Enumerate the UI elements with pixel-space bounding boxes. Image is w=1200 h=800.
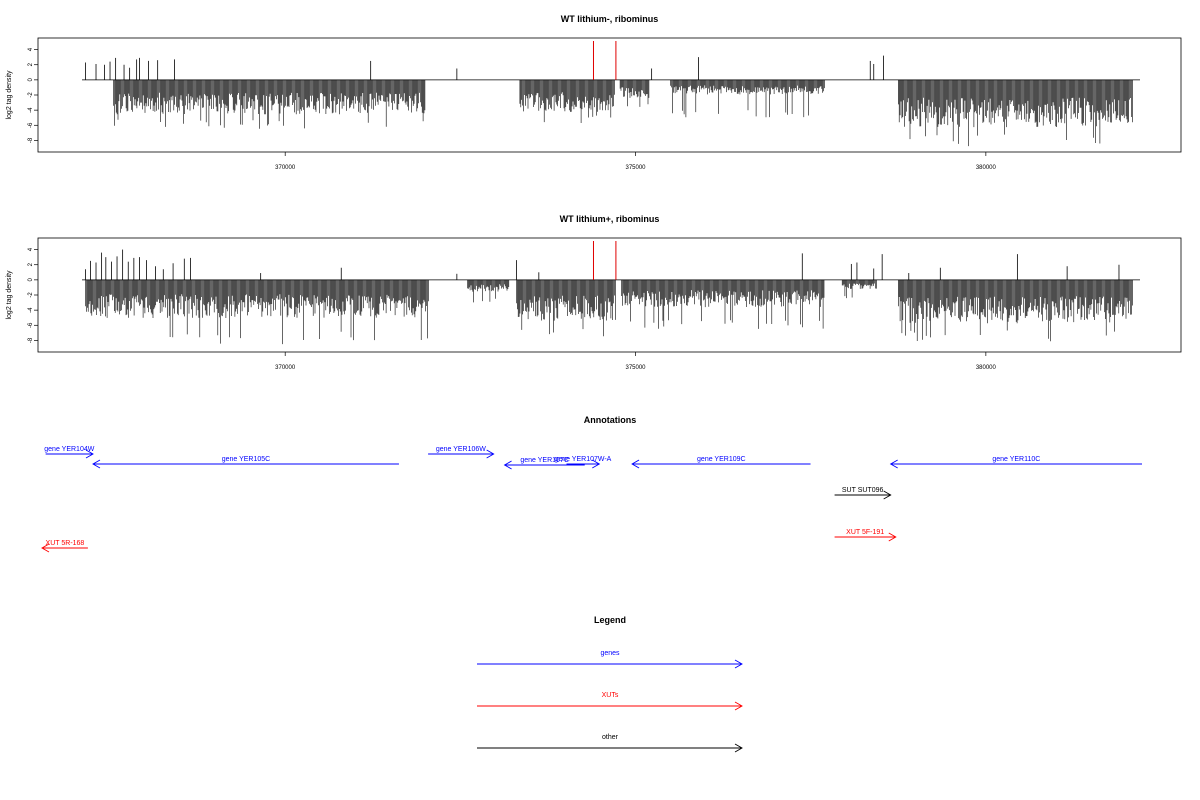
- y-tick-label: 4: [28, 247, 34, 251]
- feature-label: SUT SUT096: [842, 487, 884, 494]
- arrow-head: [631, 459, 640, 469]
- arrow-head: [503, 460, 512, 470]
- arrow-head: [734, 743, 743, 753]
- y-tick-label: -8: [28, 337, 34, 343]
- feature-label: gene YER105C: [222, 456, 271, 463]
- arrow-head: [734, 701, 743, 711]
- arrow-head: [85, 449, 94, 459]
- arrow-head: [592, 459, 601, 469]
- density-panel-lithium-minus: WT lithium-, ribominus 4 2 0 -2 -4 -6 -8 log2 ta…: [6, 14, 1182, 171]
- arrow-head: [888, 532, 897, 542]
- x-tick-label: 375000: [626, 165, 647, 171]
- plot-frame: [37, 37, 1182, 153]
- legend-label: other: [602, 734, 619, 741]
- legend-label: genes: [600, 650, 620, 657]
- panel-title: WT lithium+, ribominus: [560, 214, 660, 224]
- arrow-head: [41, 543, 50, 553]
- y-axis-label: log2 tag density: [6, 70, 13, 120]
- annotations-track: Annotations gene YER104W gene YER105C gene …: [41, 415, 1142, 553]
- y-tick-label: 2: [28, 262, 34, 266]
- legend-title: Legend: [594, 615, 626, 625]
- feature-label: gene YER107C: [520, 457, 569, 464]
- arrow-head: [883, 490, 892, 500]
- feature-label: gene YER106W: [436, 446, 486, 453]
- arrow-head: [486, 449, 495, 459]
- y-tick-label: 2: [28, 62, 34, 66]
- y-tick-label: -4: [28, 307, 34, 313]
- y-tick-label: 0: [28, 278, 34, 282]
- feature-label: gene YER107W-A: [554, 456, 611, 463]
- feature-label: gene YER104W: [44, 446, 94, 453]
- x-tick-label: 370000: [275, 365, 296, 371]
- feature-label: XUT 5R-168: [46, 540, 85, 547]
- x-tick-label: 380000: [976, 165, 997, 171]
- legend-label: XUTs: [602, 692, 619, 699]
- y-tick-label: -2: [28, 292, 34, 298]
- annotations-title: Annotations: [584, 415, 637, 425]
- y-tick-label: 0: [28, 78, 34, 82]
- legend: Legend genes XUTs other: [477, 615, 743, 753]
- arrow-head: [734, 659, 743, 669]
- x-tick-label: 375000: [626, 365, 647, 371]
- x-tick-label: 370000: [275, 165, 296, 171]
- feature-label: gene YER109C: [697, 456, 746, 463]
- y-tick-label: 4: [28, 47, 34, 51]
- arrow-head: [889, 459, 898, 469]
- arrow-head: [92, 459, 101, 469]
- y-tick-label: -6: [28, 122, 34, 128]
- y-axis-label: log2 tag density: [6, 270, 13, 320]
- feature-label: XUT 5F-191: [846, 529, 884, 536]
- y-tick-label: -6: [28, 322, 34, 328]
- y-tick-label: -2: [28, 92, 34, 98]
- density-panel-lithium-plus: WT lithium+, ribominus 4 2 0 -2 -4 -6 -8 log2 ta…: [6, 214, 1182, 371]
- x-tick-label: 380000: [976, 365, 997, 371]
- feature-label: gene YER110C: [992, 456, 1040, 463]
- y-tick-label: -8: [28, 137, 34, 143]
- y-tick-label: -4: [28, 107, 34, 113]
- panel-title: WT lithium-, ribominus: [561, 14, 659, 24]
